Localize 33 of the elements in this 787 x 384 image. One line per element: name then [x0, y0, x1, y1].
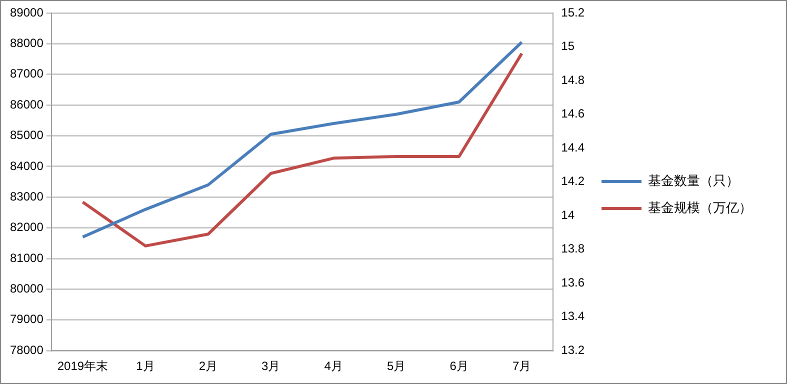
y2-tick-label: 14.2: [561, 174, 585, 188]
x-tick-label: 6月: [450, 359, 468, 374]
x-tick-label: 3月: [262, 359, 280, 374]
legend-label: 基金数量（只）: [648, 173, 739, 188]
y-tick-label: 84000: [10, 158, 44, 173]
x-tick-label: 7月: [512, 359, 532, 374]
y-tick-label: 78000: [10, 342, 44, 357]
y2-tick-label: 15: [561, 39, 575, 54]
y-tick-label: 81000: [10, 250, 44, 265]
y2-tick-label: 13.6: [561, 275, 585, 290]
legend-label: 基金规模（万亿）: [648, 200, 752, 216]
y2-tick-label: 13.8: [561, 242, 585, 256]
y2-tick-label: 13.4: [561, 309, 585, 324]
y-tick-label: 85000: [10, 128, 44, 142]
y-tick-label: 82000: [10, 220, 44, 234]
y2-tick-label: 14.8: [561, 72, 585, 87]
y2-tick-label: 14: [561, 208, 575, 222]
x-tick-label: 4月: [324, 359, 343, 374]
y2-tick-label: 13.2: [561, 342, 585, 357]
y-tick-label: 88000: [10, 36, 44, 50]
y2-tick-label: 14.6: [561, 106, 585, 121]
x-tick-label: 5月: [386, 359, 406, 374]
y-tick-label: 83000: [10, 189, 44, 204]
y-tick-label: 80000: [10, 282, 44, 296]
x-tick-label: 2月: [198, 359, 218, 374]
y2-tick-label: 14.4: [561, 140, 585, 154]
y2-tick-label: 15.2: [561, 5, 585, 20]
y-tick-label: 89000: [10, 5, 44, 20]
x-tick-label: 1月: [136, 359, 155, 374]
y-tick-label: 79000: [10, 312, 44, 326]
x-tick-label: 2019年末: [57, 359, 108, 374]
y-tick-label: 87000: [10, 66, 44, 81]
y-tick-label: 86000: [10, 97, 44, 112]
